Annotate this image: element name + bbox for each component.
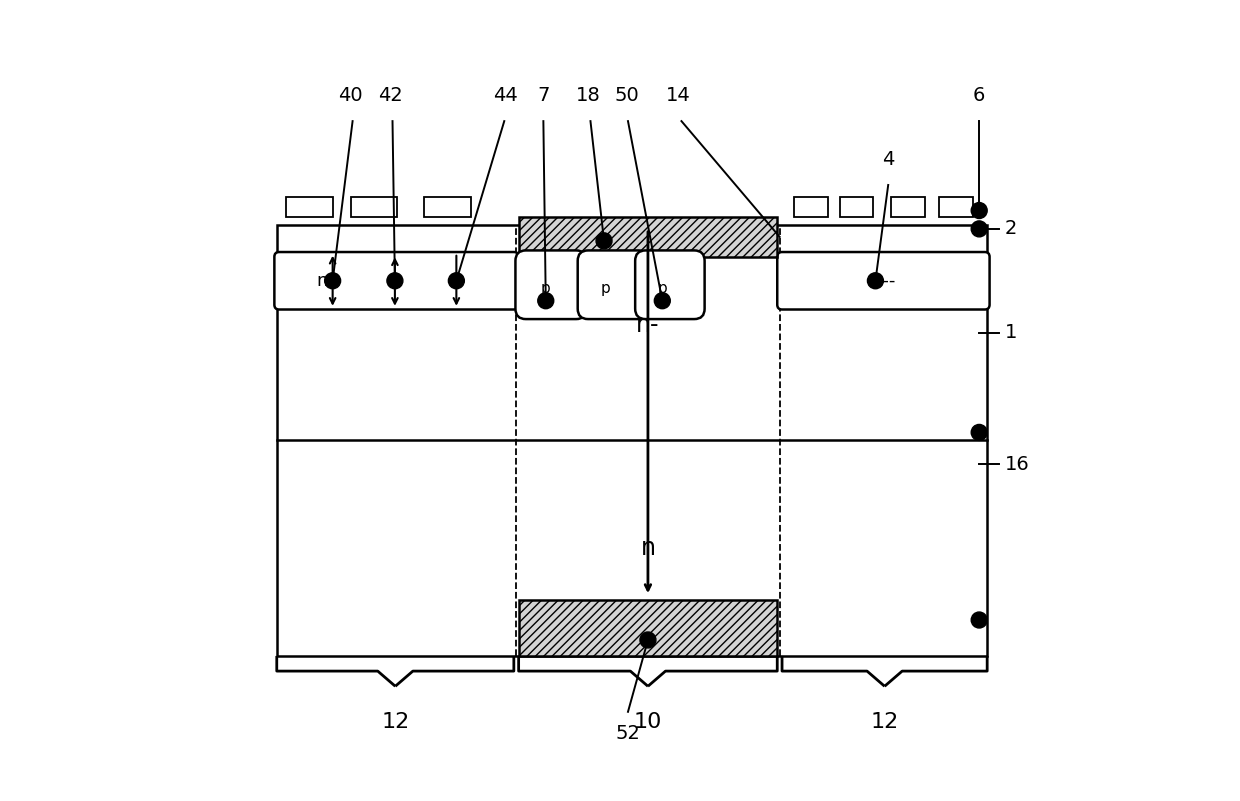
Bar (839, 197, 873, 217)
Text: 1: 1 (1004, 323, 1017, 342)
Text: 44: 44 (494, 87, 518, 105)
Text: 4: 4 (882, 150, 894, 169)
Text: 40: 40 (337, 87, 362, 105)
Circle shape (538, 292, 554, 308)
Circle shape (387, 273, 403, 288)
Circle shape (971, 425, 987, 441)
Text: 14: 14 (666, 87, 691, 105)
Text: n: n (640, 536, 656, 560)
Text: 18: 18 (575, 87, 600, 105)
FancyBboxPatch shape (516, 251, 587, 319)
Circle shape (971, 221, 987, 237)
Bar (939, 197, 973, 217)
Text: 16: 16 (1004, 455, 1029, 474)
Circle shape (596, 233, 613, 249)
Bar (286, 197, 332, 217)
Bar (424, 197, 471, 217)
Bar (518, 600, 777, 656)
Text: 42: 42 (378, 87, 403, 105)
Text: n--: n-- (872, 272, 895, 290)
Text: p: p (657, 281, 667, 296)
FancyBboxPatch shape (635, 251, 704, 319)
Circle shape (449, 273, 464, 288)
Text: 7: 7 (537, 87, 549, 105)
FancyBboxPatch shape (777, 252, 990, 309)
Circle shape (325, 273, 341, 288)
Circle shape (655, 292, 671, 308)
Bar (518, 217, 777, 257)
Text: 10: 10 (634, 712, 662, 732)
Text: p: p (600, 281, 610, 296)
Bar (277, 225, 987, 656)
Bar (794, 197, 827, 217)
FancyBboxPatch shape (274, 252, 518, 309)
Text: 50: 50 (614, 87, 639, 105)
Text: 12: 12 (381, 712, 409, 732)
Text: n-: n- (636, 312, 660, 336)
Text: 12: 12 (870, 712, 899, 732)
Text: 52: 52 (615, 724, 640, 743)
Circle shape (971, 612, 987, 628)
Text: n--: n-- (316, 272, 341, 290)
Text: 6: 6 (973, 87, 986, 105)
Text: 2: 2 (1004, 219, 1017, 239)
Circle shape (971, 203, 987, 219)
Circle shape (640, 632, 656, 648)
FancyBboxPatch shape (578, 251, 649, 319)
Bar (892, 197, 925, 217)
Bar (351, 197, 397, 217)
Text: p: p (541, 281, 551, 296)
Circle shape (868, 273, 883, 288)
